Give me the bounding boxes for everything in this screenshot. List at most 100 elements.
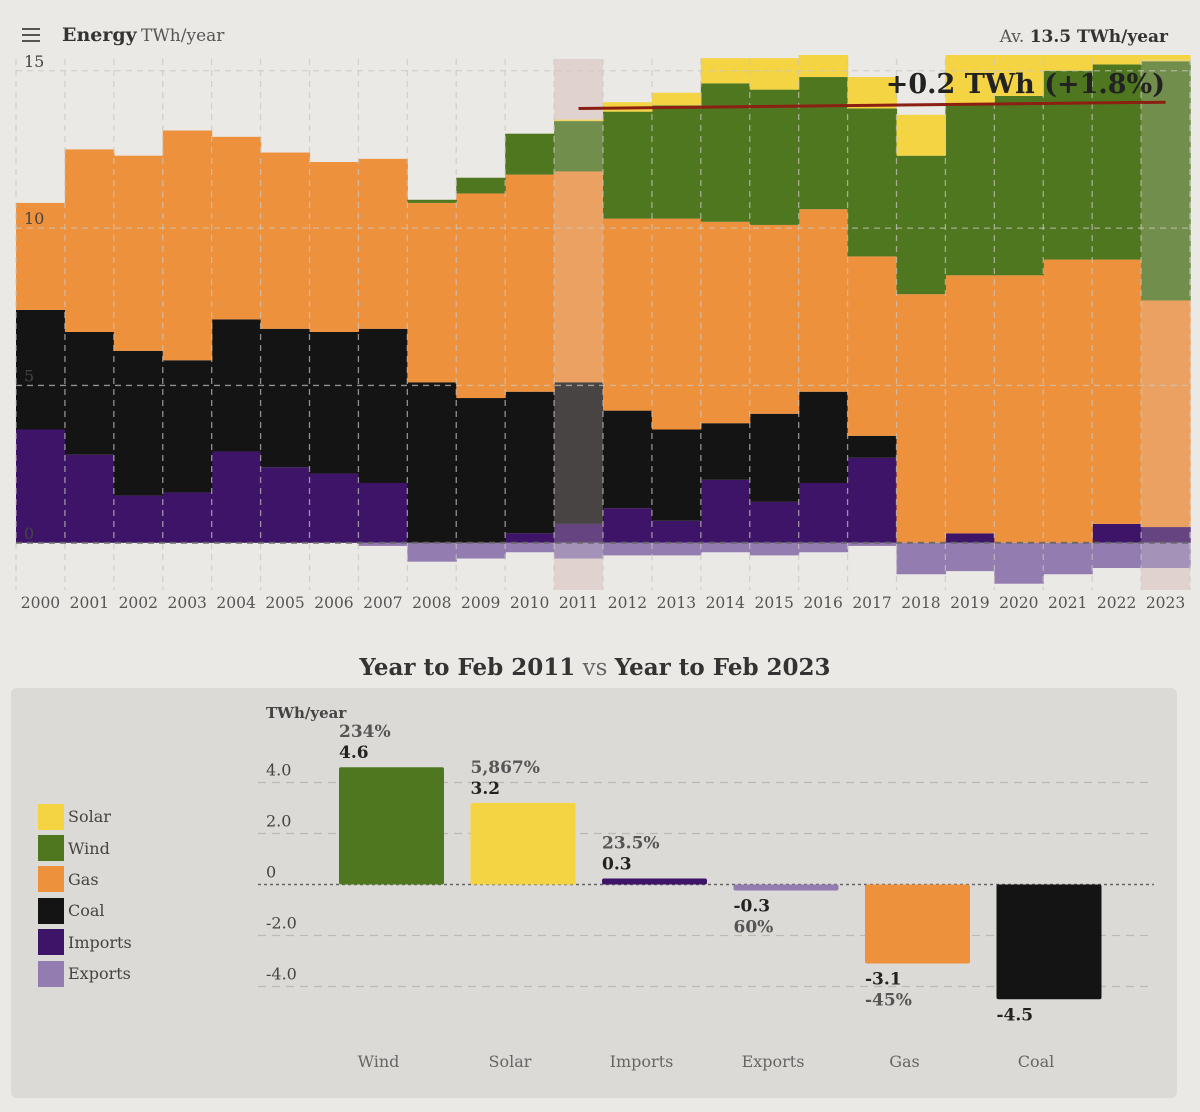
bar-y-tick-label: -2.0 xyxy=(266,914,297,933)
gas-step-2018 xyxy=(896,294,947,543)
x-tick-label: 2001 xyxy=(70,594,109,612)
bar-y-tick-label: -4.0 xyxy=(266,965,297,984)
imports-step-2016 xyxy=(798,483,849,543)
bar-gas xyxy=(865,884,970,964)
bar-pct-label-wind: 234% xyxy=(339,722,391,742)
gas-step-2010 xyxy=(505,174,555,392)
x-tick-label: 2009 xyxy=(461,594,500,612)
gas-step-2015 xyxy=(749,224,800,414)
y-tick-label: 0 xyxy=(24,524,34,543)
bar-solar xyxy=(470,802,576,885)
comparison-period-b: Year to Feb 2023 xyxy=(614,654,831,681)
x-tick-label: 2011 xyxy=(559,594,598,612)
solar-step-2023 xyxy=(1141,55,1191,62)
bar-category-label-wind: Wind xyxy=(358,1052,400,1071)
imports-step-2003 xyxy=(162,492,213,543)
wind-step-2015 xyxy=(749,89,800,225)
exports-step-2022 xyxy=(1092,542,1142,568)
bar-y-axis-label: TWh/year xyxy=(266,704,347,722)
exports-step-2010 xyxy=(505,542,555,553)
highlight-overlay-2023 xyxy=(1141,59,1190,590)
gas-step-2016 xyxy=(798,209,849,392)
highlight-overlay-2011 xyxy=(554,59,603,590)
wind-step-2008 xyxy=(407,199,457,203)
gas-step-2006 xyxy=(309,162,360,332)
x-tick-label: 2015 xyxy=(754,594,793,612)
x-tick-label: 2022 xyxy=(1097,594,1136,612)
imports-step-2001 xyxy=(64,454,115,543)
wind-step-2010 xyxy=(505,133,555,175)
bar-value-label-coal: -4.5 xyxy=(997,1005,1034,1025)
exports-step-2020 xyxy=(994,542,1044,584)
gas-step-2019 xyxy=(945,275,995,534)
wind-step-2017 xyxy=(847,108,898,257)
average-prefix: Av. xyxy=(999,27,1025,47)
coal-step-2008 xyxy=(407,382,457,543)
legend-swatch-coal xyxy=(38,897,64,924)
y-tick-label: 15 xyxy=(24,55,44,71)
bar-pct-label-solar: 5,867% xyxy=(471,758,540,778)
coal-step-2012 xyxy=(603,410,653,509)
imports-step-2010 xyxy=(505,533,555,543)
legend-item-wind: Wind xyxy=(38,832,132,863)
legend-label-imports: Imports xyxy=(68,932,132,952)
gas-step-2020 xyxy=(994,275,1044,543)
x-tick-label: 2007 xyxy=(363,594,402,612)
coal-step-2010 xyxy=(505,391,555,534)
wind-step-2022 xyxy=(1092,64,1142,260)
x-tick-label: 2017 xyxy=(852,594,891,612)
exports-step-2021 xyxy=(1043,542,1093,575)
average-value: 13.5 TWh/year xyxy=(1029,27,1168,47)
imports-step-2002 xyxy=(113,495,164,543)
x-tick-label: 2004 xyxy=(216,594,256,612)
coal-step-2005 xyxy=(260,328,311,468)
coal-step-2016 xyxy=(798,391,849,483)
imports-step-2000 xyxy=(16,429,66,543)
page-title: Energy xyxy=(62,24,137,46)
imports-step-2012 xyxy=(603,508,653,543)
gas-step-2002 xyxy=(113,155,164,351)
exports-step-2016 xyxy=(798,542,849,553)
x-tick-label: 2003 xyxy=(167,594,206,612)
menu-icon[interactable] xyxy=(22,28,40,42)
bar-pct-label-exports: 60% xyxy=(734,918,774,938)
y-tick-label: 10 xyxy=(24,209,44,228)
bar-y-tick-label: 2.0 xyxy=(266,812,291,831)
solar-step-2022 xyxy=(1092,55,1142,65)
exports-step-2009 xyxy=(456,542,506,559)
solar-step-2019 xyxy=(945,55,995,106)
x-tick-label: 2023 xyxy=(1146,594,1185,612)
bar-pct-label-imports: 23.5% xyxy=(602,834,660,854)
comparison-period-a: Year to Feb 2011 xyxy=(359,654,576,681)
gas-step-2022 xyxy=(1092,259,1142,524)
gas-step-2014 xyxy=(700,221,751,424)
header: Energy TWh/year Av. 13.5 TWh/year xyxy=(0,0,1200,70)
legend-label-solar: Solar xyxy=(68,807,111,827)
bar-category-label-gas: Gas xyxy=(889,1052,920,1071)
legend-swatch-exports xyxy=(38,960,64,987)
x-tick-label: 2002 xyxy=(119,594,158,612)
energy-stacked-chart[interactable]: 15 10 5 0 2000 2001 2002 2003 2004 2005 2006 2007 20… xyxy=(0,55,1200,625)
bar-category-label-imports: Imports xyxy=(610,1052,674,1071)
bar-category-label-solar: Solar xyxy=(489,1052,532,1071)
coal-step-2009 xyxy=(456,398,506,543)
legend-label-exports: Exports xyxy=(68,964,131,984)
solar-step-2021 xyxy=(1043,55,1093,71)
gas-step-2011 xyxy=(554,171,604,383)
gas-step-2023 xyxy=(1141,300,1191,528)
gas-step-2017 xyxy=(847,256,898,436)
imports-step-2019 xyxy=(945,533,995,543)
gas-step-2009 xyxy=(456,193,506,399)
gas-step-2007 xyxy=(358,158,408,329)
exports-step-2017 xyxy=(847,542,898,546)
imports-step-2014 xyxy=(700,479,751,543)
legend-item-gas: Gas xyxy=(38,864,132,895)
bar-pct-label-gas: -45% xyxy=(865,991,912,1011)
coal-step-2011 xyxy=(554,382,604,524)
exports-step-2015 xyxy=(749,542,800,556)
comparison-vs: vs xyxy=(582,655,608,681)
bar-value-label-solar: 3.2 xyxy=(471,779,501,799)
imports-step-2022 xyxy=(1092,523,1142,543)
wind-step-2016 xyxy=(798,77,849,210)
